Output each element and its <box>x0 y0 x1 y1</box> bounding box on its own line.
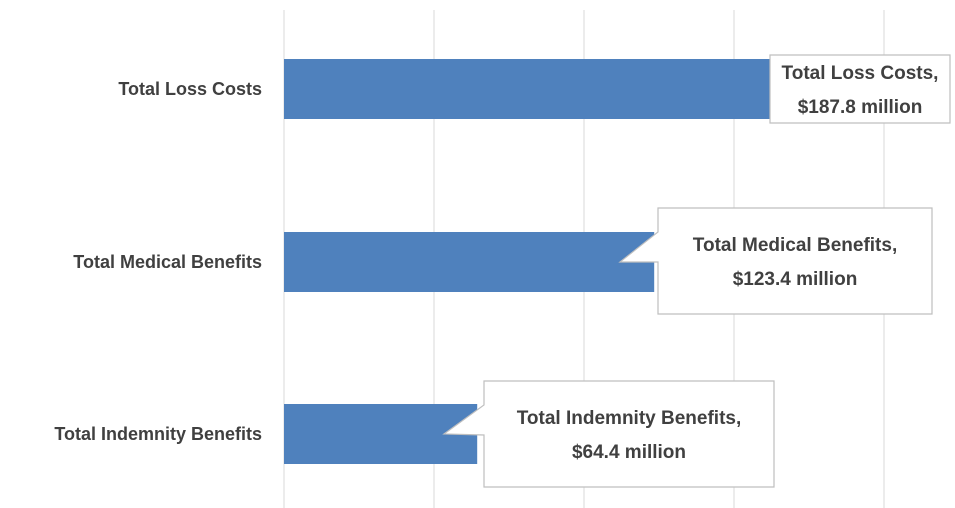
data-label: Total Medical Benefits, <box>693 235 897 256</box>
category-labels: Total Loss Costs Total Medical Benefits To… <box>54 79 262 444</box>
data-label: $187.8 million <box>798 97 923 118</box>
category-label: Total Indemnity Benefits <box>54 424 262 444</box>
data-label-callout: Total Medical Benefits, $123.4 million <box>618 207 933 315</box>
data-label: $123.4 million <box>733 269 858 290</box>
data-label: $64.4 million <box>572 442 686 463</box>
data-label: Total Loss Costs, <box>782 63 939 84</box>
data-label-callout: Total Loss Costs, $187.8 million <box>769 54 951 124</box>
category-label: Total Medical Benefits <box>73 252 262 272</box>
callout-box <box>442 380 775 488</box>
data-label: Total Indemnity Benefits, <box>517 408 742 429</box>
bar <box>284 232 655 292</box>
category-label: Total Loss Costs <box>118 79 262 99</box>
data-label-callout: Total Indemnity Benefits, $64.4 million <box>442 380 775 488</box>
callout-box <box>618 207 933 315</box>
callout-box <box>769 54 951 124</box>
bar <box>284 59 848 119</box>
data-label-callouts: Total Loss Costs, $187.8 million Total Med… <box>442 54 951 488</box>
